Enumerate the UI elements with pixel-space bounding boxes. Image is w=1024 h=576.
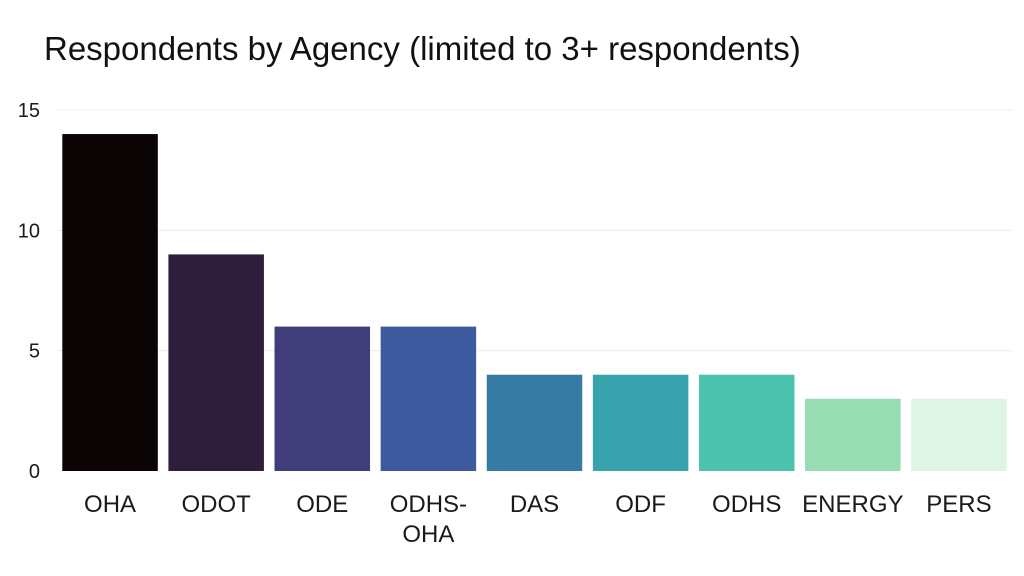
x-category-label: PERS [926,491,991,518]
bar-ode [274,326,371,471]
y-tick-label: 5 [29,341,40,363]
x-axis-labels: OHA ODOT ODE ODHS- OHA DAS ODF ODHS ENERGY PERS [84,491,992,548]
bar-odf [592,374,689,471]
x-category-label: ODHS- OHA [390,491,467,548]
x-category-label-line: ODHS- [390,491,467,518]
x-category-label: DAS [510,491,559,518]
x-category-label: OHA [84,491,136,518]
x-category-label: ODE [296,491,348,518]
bar-oha [62,134,158,472]
chart-title: Respondents by Agency (limited to 3+ res… [44,30,801,67]
bar-energy [805,398,901,471]
x-category-label: ODF [615,491,666,518]
x-category-label-line: ENERGY [802,491,903,518]
x-category-label-line: ODF [615,491,666,518]
x-category-label-line: ODE [296,491,348,518]
x-category-label-line: PERS [926,491,991,518]
y-tick-label: 0 [29,461,40,483]
x-category-label: ENERGY [802,491,903,518]
bar-odhs [698,374,795,471]
x-category-label-line: OHA [84,491,136,518]
x-category-label-line: ODHS [712,491,781,518]
y-axis-ticks: 0 5 10 15 [18,100,40,483]
x-category-label: ODOT [182,491,252,518]
bar-odot [168,254,264,471]
bar-odhs-oha [380,326,477,471]
bar-pers [911,398,1007,471]
x-category-label-line: ODOT [182,491,252,518]
x-category-label: ODHS [712,491,781,518]
x-category-label-line: DAS [510,491,559,518]
bar-das [486,374,583,471]
x-category-label-line: OHA [402,521,454,548]
y-tick-label: 15 [18,100,40,122]
y-tick-label: 10 [18,220,40,242]
bars [62,134,1007,472]
